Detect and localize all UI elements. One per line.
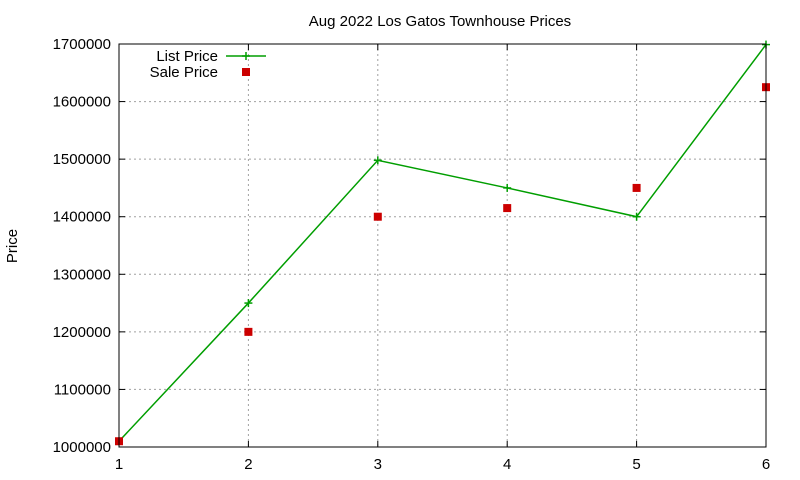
chart-title: Aug 2022 Los Gatos Townhouse Prices — [309, 13, 571, 30]
series-list-price — [115, 40, 770, 446]
plot-frame — [118, 43, 767, 448]
x-tick-label: 2 — [244, 456, 252, 473]
list-price-point — [632, 212, 641, 221]
legend-label: List Price — [156, 48, 218, 65]
legend-square-swatch — [242, 68, 250, 76]
series-layer — [115, 40, 770, 446]
y-axis: 1000000 1100000 1200000 1300000 1400000 15000… — [53, 36, 766, 456]
y-tick-label: 1400000 — [53, 209, 111, 226]
x-tick-label: 1 — [115, 456, 123, 473]
sale-price-point — [373, 212, 382, 221]
list-price-point — [503, 183, 512, 192]
list-price-point — [244, 299, 253, 308]
y-tick-label: 1000000 — [53, 439, 111, 456]
sale-price-point — [632, 183, 641, 192]
legend-cross-swatch — [242, 52, 250, 60]
y-tick-label: 1300000 — [53, 266, 111, 283]
y-tick-label: 1200000 — [53, 324, 111, 341]
y-tick-label: 1700000 — [53, 36, 111, 53]
x-tick-label: 5 — [632, 456, 640, 473]
grid-lines — [119, 44, 766, 447]
legend-label: Sale Price — [150, 64, 218, 81]
y-tick-label: 1500000 — [53, 151, 111, 168]
y-tick-label: 1100000 — [54, 381, 111, 398]
sale-price-point — [244, 327, 253, 336]
sale-price-point — [503, 204, 512, 213]
x-tick-label: 4 — [503, 456, 511, 473]
x-tick-label: 3 — [374, 456, 382, 473]
x-axis: 1 2 3 4 5 6 — [115, 44, 770, 473]
y-tick-label: 1600000 — [53, 94, 111, 111]
list-price-point — [373, 156, 382, 165]
y-axis-label: Price — [4, 229, 21, 263]
list-price-line — [118, 44, 767, 442]
series-sale-price — [115, 83, 770, 446]
x-tick-label: 6 — [762, 456, 770, 473]
